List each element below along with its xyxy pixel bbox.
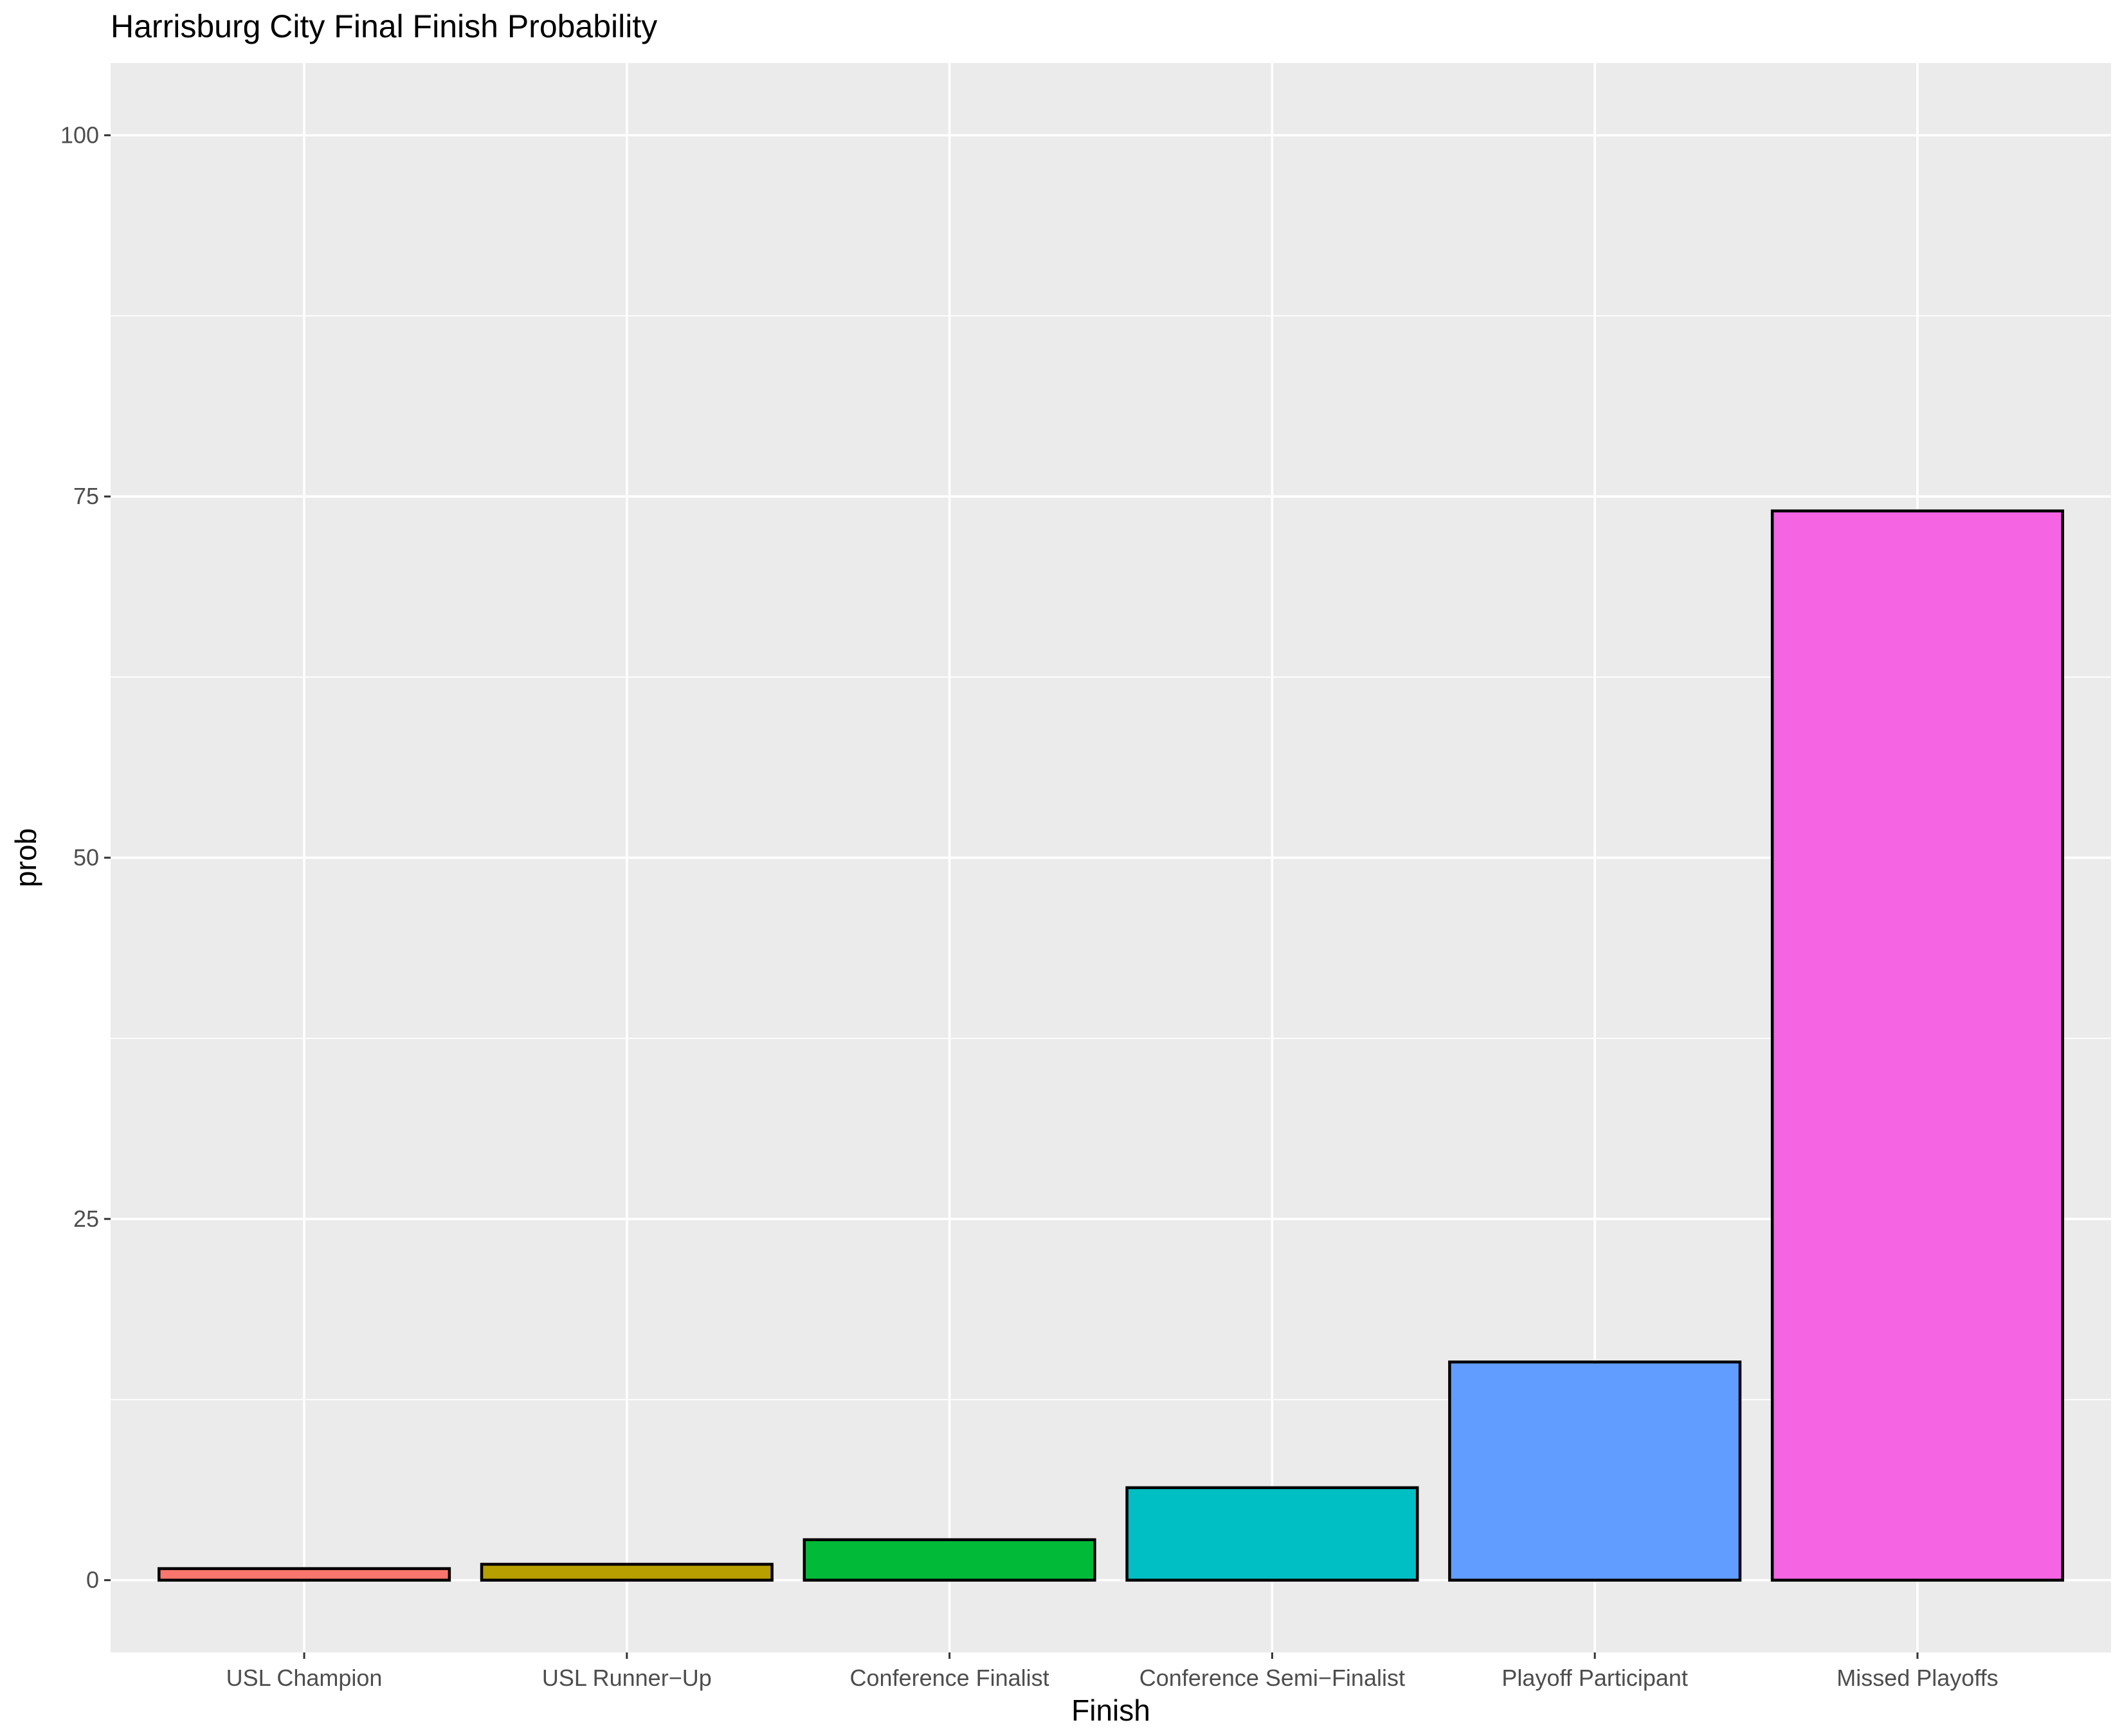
x-axis: USL Champion USL Runner−Up Conference Fina… bbox=[226, 1652, 1999, 1691]
bar-6 bbox=[1770, 509, 2064, 1582]
x-tick-label: Missed Playoffs bbox=[1836, 1665, 1998, 1691]
bar-4 bbox=[1125, 1486, 1419, 1582]
bar-1 bbox=[158, 1567, 451, 1582]
bars bbox=[158, 509, 2064, 1582]
y-tick-label: 0 bbox=[86, 1567, 99, 1593]
x-tick-label: Playoff Participant bbox=[1501, 1665, 1688, 1691]
x-tick-label: USL Champion bbox=[226, 1665, 383, 1691]
x-tick-label: USL Runner−Up bbox=[542, 1665, 712, 1691]
x-tick-label: Conference Finalist bbox=[850, 1665, 1049, 1691]
bar-5 bbox=[1448, 1361, 1742, 1582]
y-axis: 0 25 50 75 100 bbox=[60, 122, 111, 1593]
y-tick-label: 25 bbox=[73, 1206, 99, 1232]
bar-3 bbox=[803, 1538, 1096, 1582]
bar-2 bbox=[480, 1562, 774, 1582]
x-tick-label: Conference Semi−Finalist bbox=[1139, 1665, 1405, 1691]
y-tick-label: 50 bbox=[73, 844, 99, 871]
y-tick-label: 75 bbox=[73, 483, 99, 509]
y-axis-title: prob bbox=[9, 828, 42, 887]
x-axis-title: Finish bbox=[1071, 1694, 1150, 1727]
y-tick-label: 100 bbox=[60, 122, 99, 148]
chart-title: Harrisburg City Final Finish Probability bbox=[111, 8, 657, 44]
